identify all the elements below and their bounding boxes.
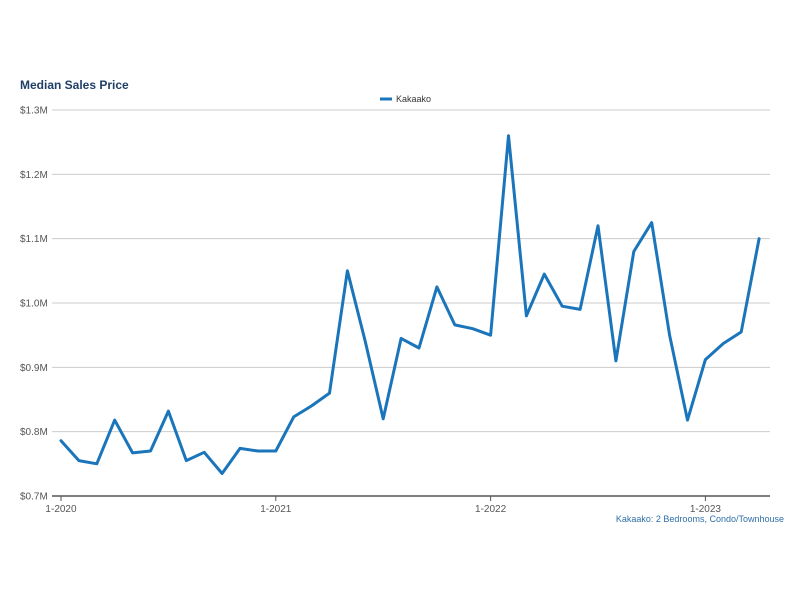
x-tick-label: 1-2021 [260, 504, 292, 515]
chart-caption: Kakaako: 2 Bedrooms, Condo/Townhouse [616, 514, 784, 524]
y-tick-label: $0.8M [20, 427, 48, 438]
y-tick-label: $0.7M [20, 492, 48, 503]
legend-label: Kakaako [396, 94, 431, 104]
y-tick-label: $1.3M [20, 106, 48, 117]
series-line-kakaako [59, 134, 761, 475]
x-tick-label: 1-2020 [45, 504, 77, 515]
x-tick-label: 1-2022 [475, 504, 507, 515]
y-gridlines [52, 109, 770, 433]
y-tick-label: $0.9M [20, 363, 48, 374]
chart-title: Median Sales Price [20, 78, 129, 92]
x-axis-ticks: 1-2020 1-2021 1-2022 1-2023 [45, 496, 721, 515]
y-tick-label: $1.1M [20, 234, 48, 245]
legend: Kakaako [380, 94, 431, 104]
y-axis-labels: $0.7M $0.8M $0.9M $1.0M $1.1M $1.2M $1.3M [20, 106, 48, 503]
x-tick-label: 1-2023 [690, 504, 722, 515]
y-tick-label: $1.2M [20, 170, 48, 181]
y-tick-label: $1.0M [20, 299, 48, 310]
